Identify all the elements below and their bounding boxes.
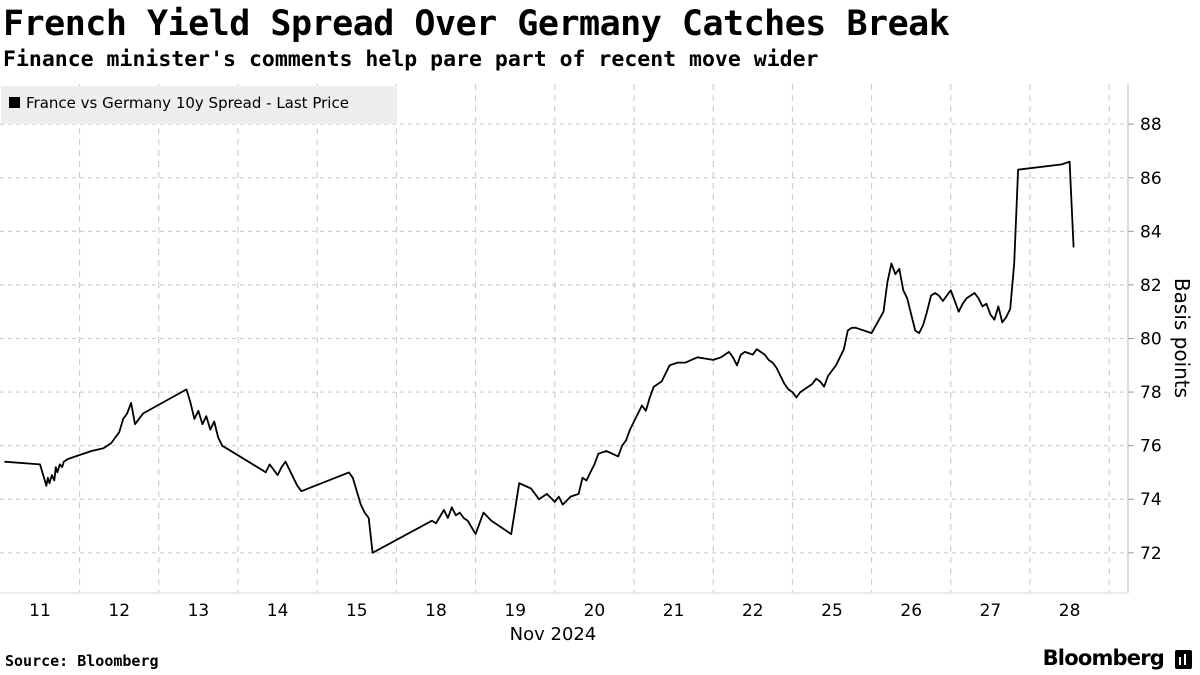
x-tick-label: 25 [821,601,843,621]
x-tick-label: 11 [29,601,51,621]
y-tick-label: 88 [1140,115,1162,135]
source-note: Source: Bloomberg [5,652,159,670]
series-line-france-germany-spread [4,160,1075,554]
x-tick-label: 20 [584,601,606,621]
y-tick-label: 74 [1140,490,1162,510]
y-tick-label: 84 [1140,222,1162,242]
x-tick-label: 19 [504,601,526,621]
x-tick-label: 21 [663,601,685,621]
legend: France vs Germany 10y Spread - Last Pric… [1,86,397,124]
x-tick-label: 18 [425,601,447,621]
y-axis-label: Basis points [1170,278,1194,398]
y-tick-label: 86 [1140,169,1162,189]
x-tick-label: 28 [1059,601,1081,621]
y-tick-label: 82 [1140,276,1162,296]
bloomberg-terminal-icon [1175,650,1192,669]
x-axis-ticks: 11 12 13 14 15 18 19 20 21 22 25 26 27 28 [29,601,1080,621]
legend-background [1,86,397,124]
y-tick-label: 78 [1140,383,1162,403]
horizontal-gridlines [0,123,1128,554]
legend-swatch [9,97,20,108]
x-tick-label: 15 [346,601,368,621]
x-tick-label: 27 [980,601,1002,621]
x-tick-label: 22 [742,601,764,621]
y-tick-label: 80 [1140,330,1162,350]
x-axis-label: Nov 2024 [510,624,597,645]
x-tick-label: 12 [108,601,130,621]
bloomberg-logo: Bloomberg [1042,646,1165,670]
series-group [4,160,1075,554]
y-tick-label: 72 [1140,544,1162,564]
y-axis-ticks: 72 74 76 78 80 82 84 86 88 [1128,115,1162,564]
legend-label: France vs Germany 10y Spread - Last Pric… [26,94,349,112]
y-tick-label: 76 [1140,437,1162,457]
chart-subtitle: Finance minister's comments help pare pa… [3,47,819,72]
x-tick-label: 26 [900,601,922,621]
x-tick-label: 13 [188,601,210,621]
chart-title: French Yield Spread Over Germany Catches… [3,4,950,44]
x-tick-label: 14 [267,601,289,621]
